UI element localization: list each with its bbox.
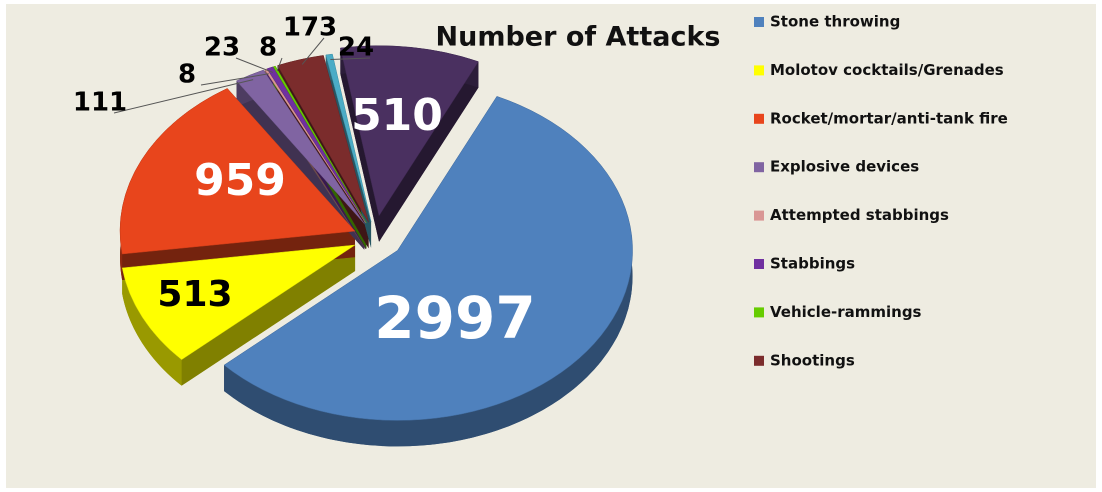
leader-line <box>301 37 325 65</box>
slice-side-wall <box>340 48 380 242</box>
slice-side-arc <box>224 96 633 447</box>
legend-swatch <box>754 307 764 318</box>
data-label: 513 <box>157 274 232 315</box>
legend-label: Shootings <box>770 351 855 369</box>
legend-label: Molotov cocktails/Grenades <box>770 61 1004 79</box>
data-label: 111 <box>73 88 127 118</box>
data-label: 24 <box>338 33 374 63</box>
leader-line <box>330 57 371 61</box>
legend-label: Rocket/mortar/anti-tank fire <box>770 109 1008 127</box>
legend-swatch <box>754 17 764 27</box>
slice <box>277 55 369 223</box>
legend-label: Attempted stabbings <box>770 206 949 224</box>
slice <box>272 65 367 223</box>
legend-swatch <box>754 113 764 124</box>
legend-label: Vehicle-rammings <box>770 303 922 321</box>
data-label: 959 <box>194 155 286 206</box>
chart-title: Number of Attacks <box>436 22 721 53</box>
data-label: 8 <box>259 33 277 63</box>
data-label: 8 <box>178 60 196 90</box>
slice-side-arc <box>122 267 182 386</box>
data-label: 510 <box>351 90 443 141</box>
legend-swatch <box>754 210 764 221</box>
slice <box>223 96 633 421</box>
slice <box>340 45 479 217</box>
legend-swatch <box>754 162 764 173</box>
legend-swatch <box>754 355 764 366</box>
leader-line <box>276 57 283 72</box>
legend-label: Stabbings <box>770 255 855 273</box>
slice-side-wall <box>181 244 356 386</box>
slice <box>119 88 356 255</box>
legend-swatch <box>754 259 764 269</box>
slice <box>266 66 367 224</box>
slice <box>236 69 365 224</box>
leader-line <box>235 57 274 73</box>
data-label: 2997 <box>374 284 535 352</box>
legend-swatch <box>754 65 764 76</box>
legend-label: Explosive devices <box>770 158 919 176</box>
data-label: 173 <box>283 13 337 43</box>
leader-line <box>200 73 269 86</box>
data-label: 23 <box>204 33 240 63</box>
slice <box>325 53 372 222</box>
leader-line <box>113 79 254 114</box>
slice <box>121 244 356 360</box>
slice-side-wall <box>379 61 479 242</box>
legend-label: Stone throwing <box>770 13 900 31</box>
